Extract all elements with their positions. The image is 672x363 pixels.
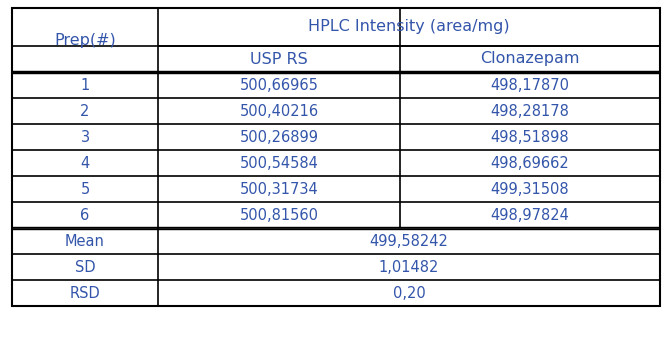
Text: HPLC Intensity (area/mg): HPLC Intensity (area/mg) xyxy=(308,20,510,34)
Text: Mean: Mean xyxy=(65,233,105,249)
Text: 498,97824: 498,97824 xyxy=(491,208,569,223)
Text: SD: SD xyxy=(75,260,95,274)
Text: USP RS: USP RS xyxy=(250,52,308,66)
Text: 6: 6 xyxy=(81,208,89,223)
Text: 500,54584: 500,54584 xyxy=(239,155,319,171)
Text: Prep(#): Prep(#) xyxy=(54,33,116,48)
Text: 5: 5 xyxy=(81,182,89,196)
Text: Clonazepam: Clonazepam xyxy=(480,52,580,66)
Text: 498,17870: 498,17870 xyxy=(491,77,569,93)
Text: 3: 3 xyxy=(81,130,89,144)
Text: 500,26899: 500,26899 xyxy=(239,130,319,144)
Text: 499,58242: 499,58242 xyxy=(370,233,448,249)
Text: 1: 1 xyxy=(81,77,89,93)
Text: 500,31734: 500,31734 xyxy=(240,182,319,196)
Text: 2: 2 xyxy=(81,103,89,118)
Text: 498,51898: 498,51898 xyxy=(491,130,569,144)
Text: RSD: RSD xyxy=(70,286,100,301)
Text: 500,40216: 500,40216 xyxy=(239,103,319,118)
Text: 499,31508: 499,31508 xyxy=(491,182,569,196)
Text: 498,69662: 498,69662 xyxy=(491,155,569,171)
Text: 500,66965: 500,66965 xyxy=(239,77,319,93)
Text: 1,01482: 1,01482 xyxy=(379,260,439,274)
Text: 500,81560: 500,81560 xyxy=(239,208,319,223)
Text: 0,20: 0,20 xyxy=(392,286,425,301)
Text: 4: 4 xyxy=(81,155,89,171)
Text: 498,28178: 498,28178 xyxy=(491,103,569,118)
